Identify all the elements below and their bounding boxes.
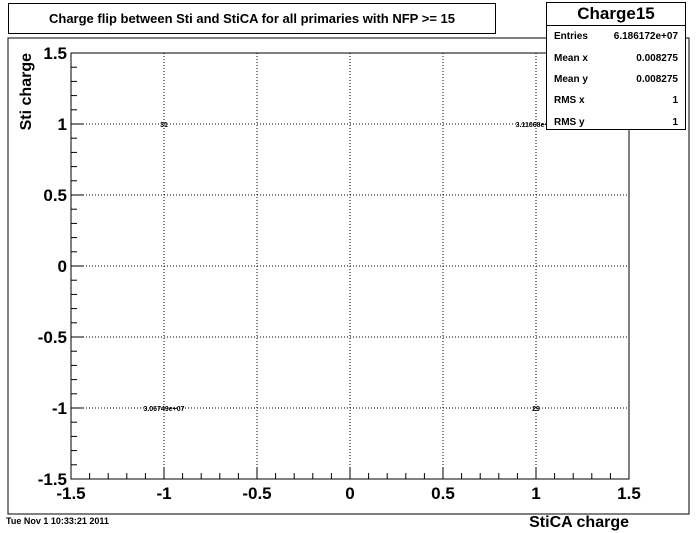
cell-label: 29 [532,406,540,413]
y-tick-label: 1.5 [43,44,67,63]
x-tick-label: 1 [531,484,540,503]
y-tick-label: 1 [58,115,67,134]
x-tick-label: -1.5 [56,484,85,503]
y-axis-title: Sti charge [18,53,35,130]
stats-title: Charge15 [547,3,685,26]
chart-title-text: Charge flip between Sti and StiCA for al… [49,11,455,26]
stats-label: RMS x [554,95,585,107]
stats-value: 1 [672,95,678,107]
y-tick-label: 0.5 [43,186,67,205]
stats-row-entries: Entries 6.186172e+07 [547,26,685,47]
cell-label: 3.06749e+07 [143,406,184,413]
x-tick-label: 0.5 [431,484,455,503]
stats-label: Entries [554,31,588,43]
y-tick-label: 0 [58,257,67,276]
y-tick-label: -1 [52,399,67,418]
x-tick-label: -0.5 [242,484,271,503]
stats-label: Mean x [554,52,588,64]
stats-row-mean-x: Mean x 0.008275 [547,47,685,68]
stats-row-rms-y: RMS y 1 [547,112,685,133]
stats-value: 0.008275 [636,73,678,85]
y-tick-label: -1.5 [38,470,67,489]
stats-row-rms-x: RMS x 1 [547,90,685,111]
x-tick-label: 1.5 [617,484,641,503]
stats-label: Mean y [554,73,588,85]
x-tick-label: 0 [345,484,354,503]
stats-value: 1 [672,116,678,128]
x-axis-title: StiCA charge [529,514,629,531]
footer-date: Tue Nov 1 10:33:21 2011 [6,516,109,526]
stats-row-mean-y: Mean y 0.008275 [547,69,685,90]
stats-value: 0.008275 [636,52,678,64]
cell-label: 31 [160,122,168,129]
y-tick-label: -0.5 [38,328,67,347]
cell-label: 3.11068e+07 [516,122,557,129]
chart-title: Charge flip between Sti and StiCA for al… [8,3,496,34]
pad-frame [7,37,690,515]
x-tick-label: -1 [156,484,171,503]
stats-label: RMS y [554,116,585,128]
stats-value: 6.186172e+07 [613,31,678,43]
stats-box: Charge15 Entries 6.186172e+07 Mean x 0.0… [546,2,686,130]
